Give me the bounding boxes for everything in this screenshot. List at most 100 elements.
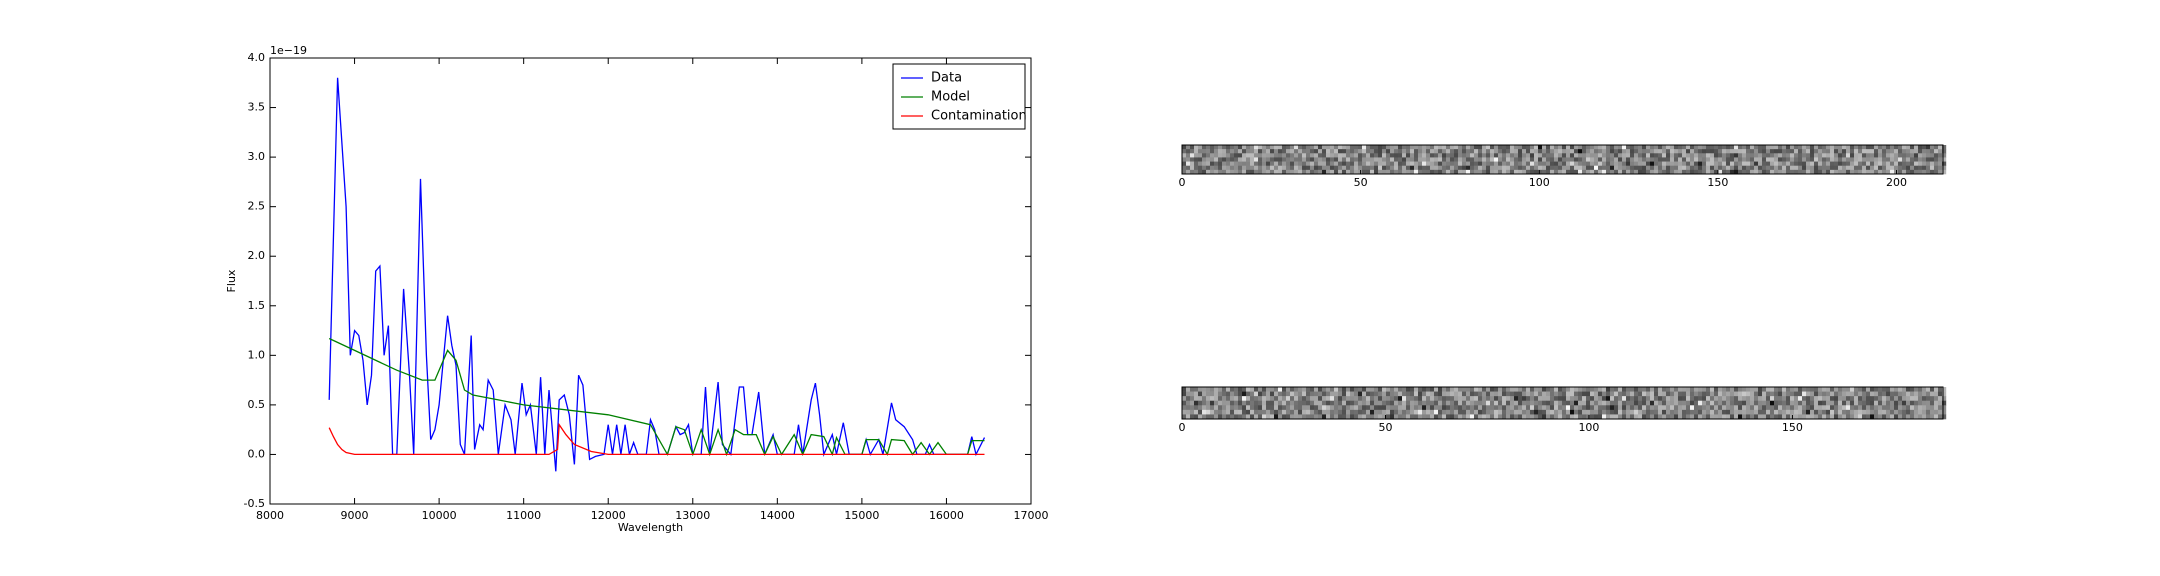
pixel xyxy=(1526,387,1531,392)
pixel xyxy=(1238,400,1243,406)
pixel xyxy=(1526,153,1531,158)
pixel xyxy=(1542,157,1547,162)
pixel xyxy=(1702,161,1707,167)
pixel xyxy=(1510,149,1515,154)
pixel xyxy=(1814,409,1819,415)
pixel xyxy=(1354,396,1359,402)
pixel xyxy=(1374,400,1379,406)
pixel xyxy=(1866,400,1871,406)
pixel xyxy=(1750,400,1755,406)
pixel xyxy=(1446,153,1451,158)
pixel xyxy=(1502,145,1507,150)
x-tick-label: 11000 xyxy=(506,509,541,522)
pixel xyxy=(1582,396,1587,402)
pixel xyxy=(1266,387,1271,392)
pixel xyxy=(1730,153,1735,158)
pixel xyxy=(1782,169,1787,175)
pixel xyxy=(1674,157,1679,162)
pixel xyxy=(1662,400,1667,406)
pixel xyxy=(1502,387,1507,392)
pixel xyxy=(1578,161,1583,167)
pixel xyxy=(1274,157,1279,162)
pixel xyxy=(1266,405,1271,411)
pixel xyxy=(1214,409,1219,415)
pixel xyxy=(1350,169,1355,175)
pixel xyxy=(1238,414,1243,420)
pixel xyxy=(1670,145,1675,150)
pixel xyxy=(1422,149,1427,154)
pixel xyxy=(1230,149,1235,154)
pixel xyxy=(1262,396,1267,402)
pixel xyxy=(1666,400,1671,406)
pixel xyxy=(1626,387,1631,392)
pixel xyxy=(1578,145,1583,150)
pixel xyxy=(1926,414,1931,420)
pixel xyxy=(1870,387,1875,392)
pixel xyxy=(1622,414,1627,420)
pixel xyxy=(1526,400,1531,406)
pixel xyxy=(1694,396,1699,402)
pixel xyxy=(1194,157,1199,162)
pixel xyxy=(1330,153,1335,158)
pixel xyxy=(1198,145,1203,150)
pixel xyxy=(1534,391,1539,397)
pixel xyxy=(1798,149,1803,154)
pixel xyxy=(1734,161,1739,167)
pixel xyxy=(1290,405,1295,411)
pixel xyxy=(1426,414,1431,420)
pixel xyxy=(1702,414,1707,420)
pixel xyxy=(1746,169,1751,175)
pixel xyxy=(1570,169,1575,175)
pixel xyxy=(1850,387,1855,392)
pixel xyxy=(1666,396,1671,402)
pixel xyxy=(1326,161,1331,167)
pixel xyxy=(1782,396,1787,402)
pixel xyxy=(1822,161,1827,167)
pixel xyxy=(1918,405,1923,411)
pixel xyxy=(1614,387,1619,392)
pixel xyxy=(1210,391,1215,397)
pixel xyxy=(1854,157,1859,162)
pixel xyxy=(1898,391,1903,397)
pixel xyxy=(1846,391,1851,397)
pixel xyxy=(1202,157,1207,162)
pixel xyxy=(1910,414,1915,420)
pixel xyxy=(1590,157,1595,162)
pixel xyxy=(1886,409,1891,415)
pixel xyxy=(1798,157,1803,162)
pixel xyxy=(1514,153,1519,158)
pixel xyxy=(1418,149,1423,154)
pixel xyxy=(1822,396,1827,402)
pixel xyxy=(1642,391,1647,397)
pixel xyxy=(1346,169,1351,175)
pixel xyxy=(1566,157,1571,162)
pixel xyxy=(1690,149,1695,154)
pixel xyxy=(1374,391,1379,397)
pixel xyxy=(1534,153,1539,158)
pixel xyxy=(1266,161,1271,167)
pixel xyxy=(1702,409,1707,415)
pixel xyxy=(1350,161,1355,167)
pixel xyxy=(1270,145,1275,150)
pixel xyxy=(1586,387,1591,392)
pixel xyxy=(1254,409,1259,415)
pixel xyxy=(1914,405,1919,411)
pixel xyxy=(1414,145,1419,150)
pixel xyxy=(1206,169,1211,175)
pixel xyxy=(1394,157,1399,162)
pixel xyxy=(1654,396,1659,402)
pixel xyxy=(1590,387,1595,392)
pixel xyxy=(1294,387,1299,392)
pixel xyxy=(1510,409,1515,415)
pixel xyxy=(1766,414,1771,420)
pixel xyxy=(1262,149,1267,154)
pixel xyxy=(1710,409,1715,415)
pixel xyxy=(1666,169,1671,175)
pixel xyxy=(1574,145,1579,150)
pixel xyxy=(1438,145,1443,150)
pixel xyxy=(1614,400,1619,406)
pixel xyxy=(1874,169,1879,175)
x-tick-label: 50 xyxy=(1354,176,1368,189)
pixel xyxy=(1846,149,1851,154)
pixel xyxy=(1330,414,1335,420)
